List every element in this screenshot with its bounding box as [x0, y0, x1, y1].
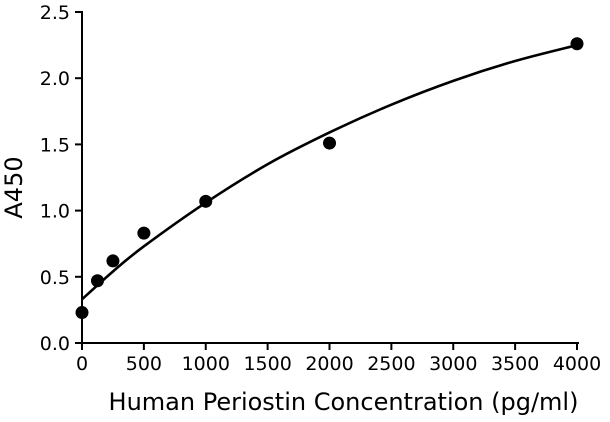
- y-tick-label: 0.5: [40, 267, 70, 289]
- data-point: [137, 226, 151, 240]
- x-tick-label: 2500: [367, 353, 415, 375]
- y-tick-label: 2.0: [40, 68, 70, 90]
- data-point: [199, 194, 213, 208]
- y-tick-label: 1.5: [40, 134, 70, 156]
- x-tick-label: 2000: [305, 353, 353, 375]
- x-tick-label: 1500: [243, 353, 291, 375]
- chart-axes: [81, 11, 579, 344]
- data-point: [323, 136, 336, 150]
- x-tick-label: 500: [126, 353, 162, 375]
- y-axis-title: A450: [0, 156, 28, 218]
- data-point: [570, 37, 584, 51]
- data-point: [75, 306, 89, 320]
- y-tick-label: 2.5: [40, 2, 70, 24]
- y-tick-label: 1.0: [40, 201, 70, 223]
- fit-curve-line: [81, 43, 578, 301]
- chart-plot-area: [75, 37, 584, 320]
- x-tick-label: 1000: [182, 353, 230, 375]
- x-axis-title: Human Periostin Concentration (pg/ml): [109, 388, 579, 416]
- x-tick-label: 3000: [429, 353, 477, 375]
- x-tick-label: 0: [76, 353, 88, 375]
- data-point: [106, 254, 120, 268]
- x-tick-label: 3500: [491, 353, 539, 375]
- chart-ticks: 0 500 1000 1500 2000 2500 3000 3500 4000 0.0 0.5 1.…: [40, 2, 601, 375]
- y-tick-label: 0.0: [40, 333, 70, 355]
- x-tick-label: 4000: [553, 353, 601, 375]
- data-point: [90, 274, 104, 288]
